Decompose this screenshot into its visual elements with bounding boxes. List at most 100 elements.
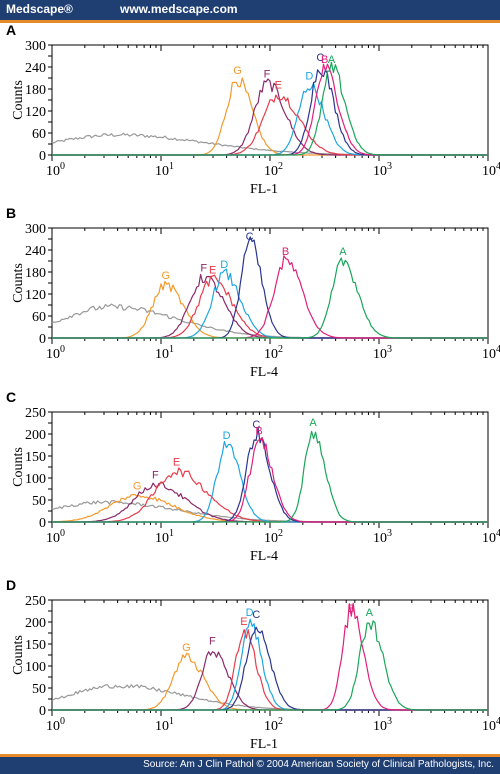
histogram-series-ctrl: [51, 303, 488, 339]
x-tick-label: 104: [482, 161, 500, 179]
series-label-G: G: [233, 65, 242, 77]
histogram-series-G: [51, 493, 488, 523]
series-label-B: B: [321, 54, 328, 66]
series-label-F: F: [200, 263, 207, 275]
x-tick-label: 102: [264, 344, 283, 362]
y-axis-label: Counts: [11, 80, 26, 120]
x-axis-label: FL-1: [250, 182, 278, 197]
histogram-series-C: [52, 626, 488, 711]
series-label-F: F: [209, 636, 216, 648]
series-label-G: G: [133, 481, 142, 493]
y-tick-label: 0: [39, 332, 46, 347]
y-tick-label: 250: [25, 406, 46, 421]
x-axis-label: FL-4: [250, 365, 278, 380]
histogram-series-G: [52, 280, 488, 339]
x-tick-label: 101: [155, 528, 174, 546]
series-label-G: G: [162, 270, 171, 282]
plot-frame: [51, 227, 489, 339]
y-tick-label: 240: [25, 61, 46, 76]
y-tick-label: 0: [39, 149, 46, 164]
x-tick-label: 102: [264, 161, 283, 179]
x-tick-label: 104: [482, 344, 500, 362]
series-label-A: A: [328, 54, 336, 66]
histogram-series-A: [52, 61, 488, 156]
series-label-G: G: [182, 642, 191, 654]
x-tick-label: 104: [482, 716, 500, 734]
y-tick-label: 0: [39, 516, 46, 531]
panel-label-C: C: [6, 389, 16, 405]
histogram-series-F: [52, 78, 488, 156]
histogram-series-G: [52, 77, 488, 156]
y-tick-label: 50: [32, 682, 46, 697]
series-label-A: A: [339, 246, 347, 258]
histogram-series-C: [52, 427, 488, 523]
site-url[interactable]: www.medscape.com: [120, 2, 238, 16]
y-tick-label: 200: [25, 616, 46, 631]
y-tick-label: 60: [32, 310, 46, 325]
y-axis-label: Counts: [11, 635, 26, 675]
histogram-series-E: [52, 94, 488, 156]
series-label-B: B: [255, 426, 262, 438]
x-tick-label: 102: [264, 716, 283, 734]
histogram-series-B: [52, 437, 488, 523]
histogram-series-B: [52, 255, 488, 339]
brand-logo[interactable]: Medscape®: [6, 2, 73, 16]
x-tick-label: 103: [373, 161, 392, 179]
y-tick-label: 250: [25, 594, 46, 609]
x-tick-label: 103: [373, 344, 392, 362]
y-axis-label: Counts: [11, 447, 26, 487]
y-tick-label: 120: [25, 105, 46, 120]
series-label-E: E: [209, 264, 216, 276]
footer-bar: Source: Am J Clin Pathol © 2004 American…: [0, 757, 500, 774]
series-label-C: C: [246, 231, 254, 243]
histogram-series-C: [52, 236, 488, 339]
x-tick-label: 101: [155, 344, 174, 362]
y-tick-label: 150: [25, 450, 46, 465]
histogram-figure: A 0 60 120 180 240 300 Counts 100 101 102 103 104 FL-…: [6, 22, 500, 752]
footer-rule: [0, 754, 500, 757]
header-rule: [0, 20, 500, 23]
y-tick-label: 300: [25, 222, 46, 237]
y-tick-label: 300: [25, 39, 46, 54]
y-tick-label: 50: [32, 494, 46, 509]
histogram-series-A: [52, 620, 488, 711]
y-tick-label: 200: [25, 428, 46, 443]
histogram-series-D: [52, 268, 488, 339]
series-label-D: D: [305, 70, 313, 82]
histogram-series-D: [52, 440, 488, 523]
y-tick-label: 240: [25, 244, 46, 259]
series-label-C: C: [252, 419, 260, 431]
series-label-E: E: [173, 456, 180, 468]
x-tick-label: 104: [482, 528, 500, 546]
series-label-F: F: [264, 69, 271, 81]
x-tick-label: 101: [155, 716, 174, 734]
series-label-C: C: [252, 609, 260, 621]
series-label-D: D: [223, 430, 231, 442]
series-label-E: E: [240, 616, 247, 628]
histogram-series-A: [52, 257, 488, 339]
panel-label-A: A: [6, 22, 16, 38]
y-tick-label: 120: [25, 288, 46, 303]
x-tick-label: 100: [46, 344, 65, 362]
series-label-B: B: [348, 603, 355, 615]
series-label-A: A: [366, 607, 374, 619]
panel-label-D: D: [6, 577, 16, 593]
series-label-B: B: [282, 246, 289, 258]
histogram-series-ctrl: [51, 132, 488, 156]
x-tick-label: 102: [264, 528, 283, 546]
panel-label-B: B: [6, 205, 16, 221]
series-label-D: D: [220, 259, 228, 271]
y-tick-label: 150: [25, 638, 46, 653]
histogram-series-B: [52, 602, 488, 711]
histogram-series-D: [52, 618, 488, 711]
x-tick-label: 103: [373, 716, 392, 734]
plot-frame: [51, 599, 489, 711]
y-tick-label: 180: [25, 83, 46, 98]
x-tick-label: 100: [46, 716, 65, 734]
series-label-E: E: [275, 80, 282, 92]
histogram-series-E: [52, 628, 488, 711]
y-tick-label: 0: [39, 704, 46, 719]
series-label-F: F: [152, 470, 159, 482]
x-tick-label: 100: [46, 161, 65, 179]
histogram-series-A: [52, 430, 488, 523]
